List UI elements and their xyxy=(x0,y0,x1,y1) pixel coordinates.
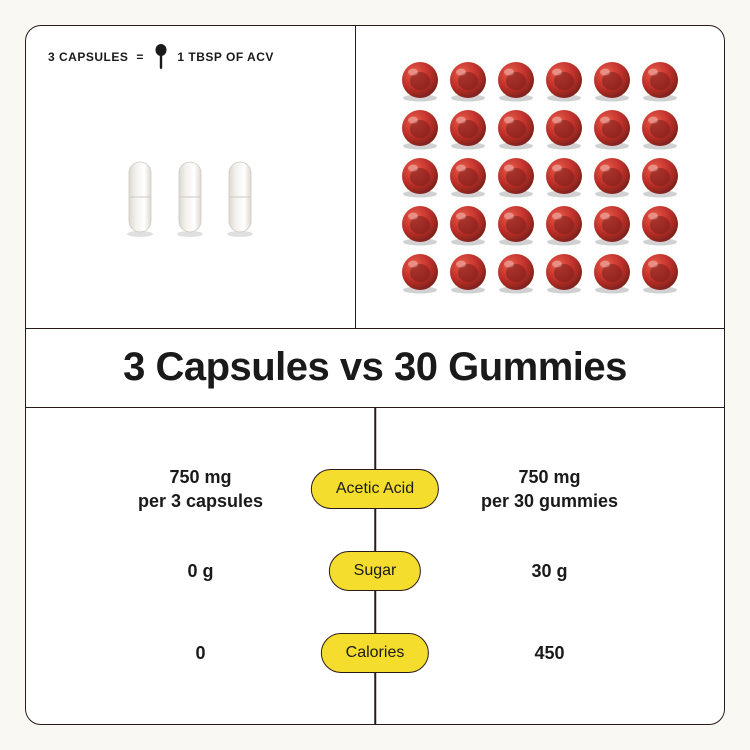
gummy-icon xyxy=(399,204,441,246)
capsule-area xyxy=(26,88,355,328)
equiv-right: 1 TBSP OF ACV xyxy=(177,50,274,64)
gummy-icon xyxy=(399,60,441,102)
gummy-icon xyxy=(639,252,681,294)
capsule-icon xyxy=(126,159,154,237)
comparison-title: 3 Capsules vs 30 Gummies xyxy=(123,345,627,390)
gummy-icon xyxy=(495,108,537,150)
metric-label-row: Sugar xyxy=(311,530,439,612)
metric-label-row: Acetic Acid xyxy=(311,448,439,530)
gummy-icon xyxy=(543,60,585,102)
capsule-icon xyxy=(226,159,254,237)
infographic-card: 3 CAPSULES = 1 TBSP OF ACV xyxy=(25,25,725,725)
gummy-icon xyxy=(447,204,489,246)
gummy-icon xyxy=(639,204,681,246)
metric-value-right: 450 xyxy=(405,612,694,694)
metric-label-pill: Calories xyxy=(321,633,430,673)
metric-value-left: 0 g xyxy=(56,530,345,612)
gummy-icon xyxy=(495,60,537,102)
gummy-icon xyxy=(447,156,489,198)
gummy-icon xyxy=(495,252,537,294)
gummy-icon xyxy=(447,60,489,102)
gummy-icon xyxy=(591,204,633,246)
equiv-left: 3 CAPSULES xyxy=(48,50,128,64)
gummy-grid xyxy=(399,60,681,294)
comparison-table: 750 mgper 3 capsules0 g0 750 mgper 30 gu… xyxy=(26,408,724,724)
gummy-icon xyxy=(639,60,681,102)
gummy-icon xyxy=(543,108,585,150)
metric-value-right: 750 mgper 30 gummies xyxy=(405,448,694,530)
equivalence-note: 3 CAPSULES = 1 TBSP OF ACV xyxy=(26,26,355,88)
gummy-icon xyxy=(591,108,633,150)
gummy-icon xyxy=(591,252,633,294)
gummy-icon xyxy=(447,108,489,150)
gummy-icon xyxy=(543,204,585,246)
gummy-icon xyxy=(639,156,681,198)
gummy-icon xyxy=(399,108,441,150)
gummy-icon xyxy=(399,252,441,294)
metric-value-left: 750 mgper 3 capsules xyxy=(56,448,345,530)
top-row: 3 CAPSULES = 1 TBSP OF ACV xyxy=(26,26,724,329)
gummy-icon xyxy=(591,156,633,198)
gummy-icon xyxy=(495,204,537,246)
spoon-icon xyxy=(153,44,169,70)
gummy-icon xyxy=(543,156,585,198)
equiv-equals: = xyxy=(136,50,145,64)
metric-label-row: Calories xyxy=(311,612,439,694)
gummy-icon xyxy=(399,156,441,198)
metric-value-left: 0 xyxy=(56,612,345,694)
metric-labels-column: Acetic Acid Sugar Calories xyxy=(311,408,439,724)
metric-label-pill: Sugar xyxy=(329,551,422,591)
metric-label-pill: Acetic Acid xyxy=(311,469,439,509)
gummy-icon xyxy=(447,252,489,294)
gummy-icon xyxy=(639,108,681,150)
capsules-panel: 3 CAPSULES = 1 TBSP OF ACV xyxy=(26,26,356,328)
gummy-icon xyxy=(495,156,537,198)
gummy-icon xyxy=(591,60,633,102)
capsule-icon xyxy=(176,159,204,237)
title-bar: 3 Capsules vs 30 Gummies xyxy=(26,329,724,408)
metric-value-right: 30 g xyxy=(405,530,694,612)
gummy-icon xyxy=(543,252,585,294)
gummies-panel xyxy=(356,26,725,328)
